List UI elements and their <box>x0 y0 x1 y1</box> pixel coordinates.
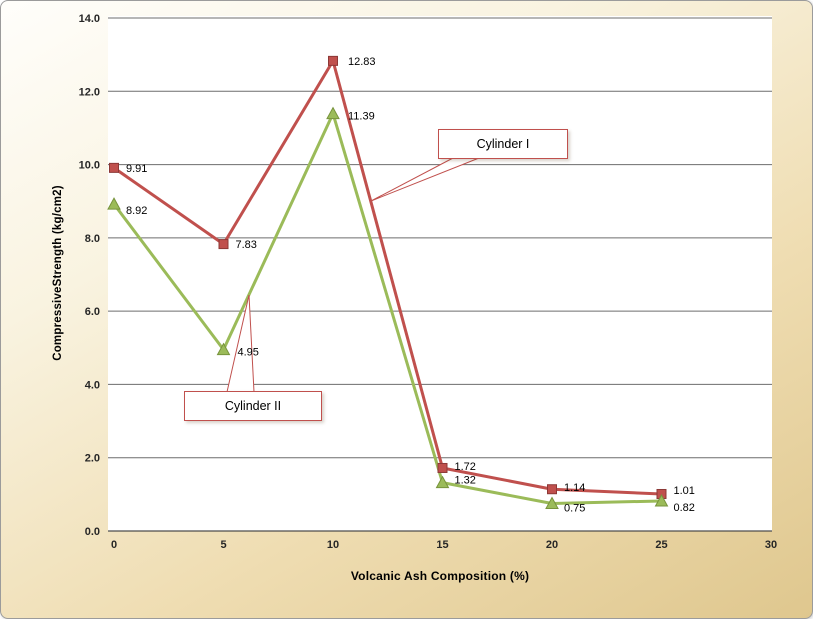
y-tick-label: 8.0 <box>85 233 100 245</box>
data-label: 1.01 <box>674 485 695 497</box>
y-tick-label: 0.0 <box>85 526 100 538</box>
y-tick-label: 10.0 <box>79 160 100 172</box>
marker-square <box>218 239 229 250</box>
marker-triangle <box>545 496 559 510</box>
marker-square <box>328 55 338 66</box>
marker-triangle <box>654 493 669 507</box>
callout-cylinder-2: Cylinder II <box>184 391 322 421</box>
x-tick-label: 15 <box>436 539 448 551</box>
data-label: 0.82 <box>674 502 695 514</box>
y-tick-label: 4.0 <box>85 379 100 391</box>
series-line-cylinder-i <box>112 59 663 496</box>
marker-triangle <box>107 197 121 210</box>
series-line-cylinder-ii <box>112 112 663 506</box>
data-label: 0.75 <box>564 503 585 515</box>
y-tick-label: 12.0 <box>79 86 100 98</box>
y-tick-label: 6.0 <box>85 306 100 318</box>
marker-square <box>437 462 448 473</box>
marker-triangle <box>216 342 231 356</box>
data-label: 8.92 <box>126 205 147 217</box>
marker-triangle <box>326 106 340 120</box>
data-label: 11.39 <box>348 111 375 123</box>
x-tick-label: 5 <box>220 539 226 551</box>
callout-cylinder-1: Cylinder I <box>438 129 568 159</box>
data-label: 1.32 <box>455 475 476 487</box>
data-label: 1.14 <box>564 482 585 494</box>
data-label: 12.83 <box>348 56 376 68</box>
x-tick-label: 25 <box>655 539 667 551</box>
x-tick-label: 20 <box>546 539 558 551</box>
marker-square <box>109 162 119 173</box>
marker-square <box>547 484 557 495</box>
x-axis-title: Volcanic Ash Composition (%) <box>350 569 530 583</box>
y-axis-title: CompressiveStrength (kg/cm2) <box>52 185 64 361</box>
marker-triangle <box>435 475 450 489</box>
y-tick-label: 2.0 <box>85 453 100 465</box>
data-label: 7.83 <box>236 239 257 251</box>
plot-area <box>108 16 772 531</box>
x-tick-label: 30 <box>765 539 777 551</box>
data-label: 9.91 <box>126 163 147 175</box>
data-label: 4.95 <box>238 347 259 359</box>
y-tick-label: 14.0 <box>79 13 100 25</box>
x-tick-label: 0 <box>111 539 117 551</box>
data-label: 1.72 <box>455 461 476 473</box>
x-tick-label: 10 <box>327 539 339 551</box>
